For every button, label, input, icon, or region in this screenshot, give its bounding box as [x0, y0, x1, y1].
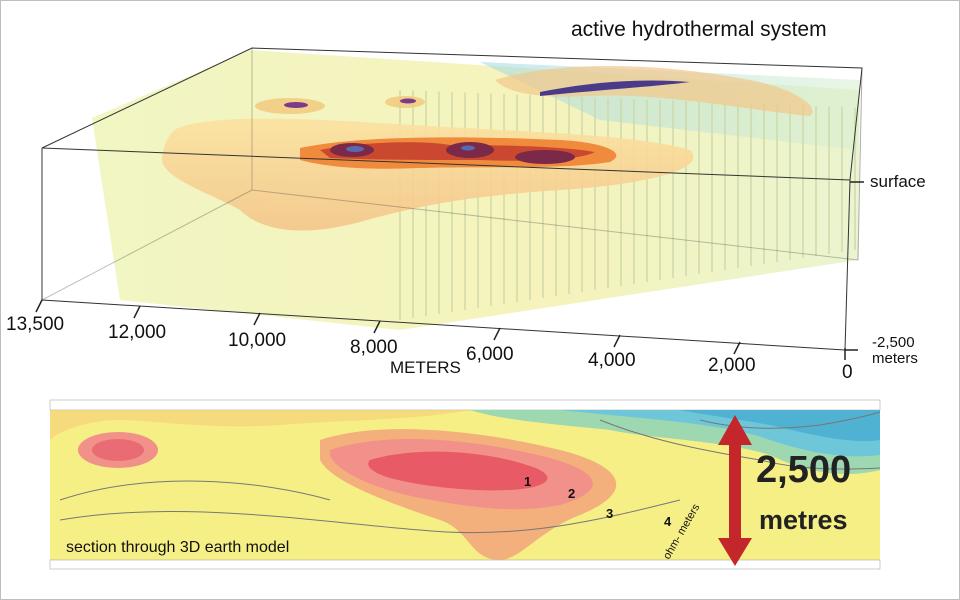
depth-unit-label: meters [872, 350, 918, 367]
depth-arrow [718, 415, 752, 566]
depth-label: -2,500 [872, 334, 915, 351]
contour-label: 4 [664, 514, 672, 529]
figure-title: active hydrothermal system [571, 18, 827, 41]
x-tick-label: 13,500 [6, 314, 65, 335]
x-axis-tick-marks [35, 181, 864, 360]
x-tick-label: 4,000 [588, 350, 636, 371]
x-tick-label: 0 [842, 362, 853, 383]
contour-label: 2 [568, 486, 576, 501]
shallow-conductive-lenses [255, 65, 813, 116]
surface-label: surface [870, 172, 926, 191]
contour-label: 1 [524, 474, 532, 489]
x-tick-label: 10,000 [228, 330, 287, 351]
section-label: section through 3D earth model [66, 539, 290, 556]
x-axis-label: METERS [390, 358, 461, 377]
resistivity-section-2d [49, 399, 881, 570]
contour-label: 3 [606, 506, 614, 521]
depth-unit: metres [759, 505, 848, 535]
depth-value: 2,500 [756, 449, 852, 491]
x-tick-label: 2,000 [708, 355, 756, 376]
x-tick-label: 6,000 [466, 344, 514, 365]
x-tick-label: 8,000 [350, 337, 398, 358]
x-tick-label: 12,000 [108, 322, 167, 343]
